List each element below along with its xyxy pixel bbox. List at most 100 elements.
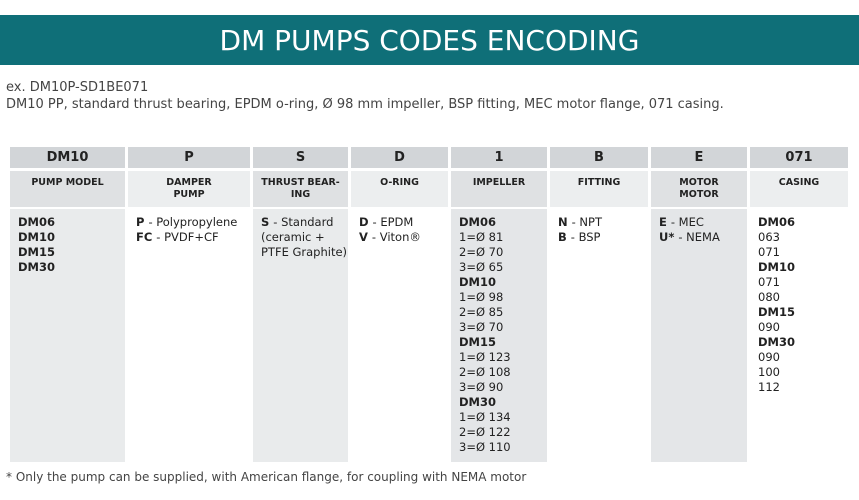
body-line: DM15 — [758, 305, 848, 320]
code-text: 090 — [758, 320, 780, 334]
body-line: 063 — [758, 230, 848, 245]
code-text: 2=Ø 122 — [459, 425, 511, 439]
body-line: D- EPDM — [359, 215, 448, 230]
code-key: P — [136, 215, 145, 229]
label-line: PUMP — [173, 189, 205, 200]
column-label: MOTOR MOTOR — [651, 171, 747, 207]
column-code: 071 — [750, 147, 848, 168]
body-line: 2=Ø 70 — [459, 245, 547, 260]
code-key: B — [558, 230, 567, 244]
code-text: - MEC — [670, 215, 704, 229]
column-label: DAMPER PUMP — [128, 171, 250, 207]
body-line: DM15 — [459, 335, 547, 350]
column-body: N- NPT B - BSP — [550, 209, 648, 462]
column-body: S- Standard (ceramic + PTFE Graphite) — [253, 209, 348, 462]
column-body: D- EPDM V - Viton® — [351, 209, 448, 462]
body-line: DM30 — [758, 335, 848, 350]
column-body: P- Polypropylene FC - PVDF+CF — [128, 209, 250, 462]
column-code: P — [128, 147, 250, 168]
column-body: DM06 DM10 DM15 DM30 — [10, 209, 125, 462]
code-text: - Standard — [273, 215, 334, 229]
code-key: DM15 — [758, 305, 795, 319]
code-text: 1=Ø 98 — [459, 290, 504, 304]
label-line: IMPELLER — [472, 177, 526, 188]
column-code: B — [550, 147, 648, 168]
code-text: 071 — [758, 275, 780, 289]
body-line: 090 — [758, 350, 848, 365]
body-line: DM10 — [459, 275, 547, 290]
title: DM PUMPS CODES ENCODING — [219, 24, 640, 57]
body-line: PTFE Graphite) — [261, 245, 348, 260]
code-text: 2=Ø 108 — [459, 365, 511, 379]
code-text: 100 — [758, 365, 780, 379]
body-line: U* - NEMA — [659, 230, 747, 245]
body-line: 1=Ø 123 — [459, 350, 547, 365]
label-line: ING — [290, 189, 311, 200]
label-line: FITTING — [577, 177, 621, 188]
code-key: DM30 — [758, 335, 795, 349]
code-key: DM15 — [459, 335, 496, 349]
body-line: DM30 — [18, 260, 125, 275]
body-line: 3=Ø 70 — [459, 320, 547, 335]
body-line: 3=Ø 65 — [459, 260, 547, 275]
label-line: MOTOR — [679, 189, 719, 200]
code-key: E — [659, 215, 667, 229]
label-line: THRUST BEAR- — [261, 177, 340, 188]
body-line: 2=Ø 85 — [459, 305, 547, 320]
body-line: DM06 — [758, 215, 848, 230]
code-text: 063 — [758, 230, 780, 244]
body-line: 3=Ø 90 — [459, 380, 547, 395]
body-line: DM10 — [758, 260, 848, 275]
body-line: DM10 — [18, 230, 125, 245]
example-description: DM10 PP, standard thrust bearing, EPDM o… — [6, 97, 724, 112]
column-label: O-RING — [351, 171, 448, 207]
code-key: DM30 — [459, 395, 496, 409]
code-text: 071 — [758, 245, 780, 259]
body-line: P- Polypropylene — [136, 215, 250, 230]
column-label: IMPELLER — [451, 171, 547, 207]
body-line: V- Viton® — [359, 230, 448, 245]
body-line: 080 — [758, 290, 848, 305]
code-key: DM30 — [18, 260, 55, 274]
example-code: ex. DM10P-SD1BE071 — [6, 80, 149, 95]
code-text: - NEMA — [678, 230, 720, 244]
column-label: PUMP MODEL — [10, 171, 125, 207]
body-line: DM15 — [18, 245, 125, 260]
body-line: 071 — [758, 245, 848, 260]
code-text: - Viton® — [371, 230, 421, 244]
code-text: 112 — [758, 380, 780, 394]
column-body: DM06 1=Ø 81 2=Ø 70 3=Ø 65 DM10 1=Ø 98 2=Ø 85 3=… — [451, 209, 547, 462]
body-line: DM06 — [18, 215, 125, 230]
column-label: CASING — [750, 171, 848, 207]
column-code: DM10 — [10, 147, 125, 168]
code-key: DM10 — [758, 260, 795, 274]
title-bar: DM PUMPS CODES ENCODING — [0, 15, 859, 65]
code-text: - BSP — [570, 230, 601, 244]
body-line: 071 — [758, 275, 848, 290]
body-line: DM06 — [459, 215, 547, 230]
body-line: 100 — [758, 365, 848, 380]
code-text: 1=Ø 81 — [459, 230, 504, 244]
body-line: E- MEC — [659, 215, 747, 230]
code-text: 2=Ø 70 — [459, 245, 504, 259]
code-key: DM06 — [758, 215, 795, 229]
code-text: - Polypropylene — [148, 215, 238, 229]
code-key: N — [558, 215, 568, 229]
column-code: D — [351, 147, 448, 168]
code-text: 1=Ø 134 — [459, 410, 511, 424]
code-text: (ceramic + — [261, 230, 325, 244]
code-key: FC — [136, 230, 153, 244]
code-key: V — [359, 230, 368, 244]
column-body: E- MEC U* - NEMA — [651, 209, 747, 462]
footnote: * Only the pump can be supplied, with Am… — [6, 470, 527, 484]
label-line: DAMPER — [166, 177, 212, 188]
code-text: 1=Ø 123 — [459, 350, 511, 364]
label-line: MOTOR — [679, 177, 719, 188]
label-line: CASING — [778, 177, 820, 188]
column-label: THRUST BEAR- ING — [253, 171, 348, 207]
body-line: 1=Ø 81 — [459, 230, 547, 245]
column-body: DM06 063 071 DM10 071 080 DM15 090 DM30 090 100 112 — [750, 209, 848, 462]
body-line: B- BSP — [558, 230, 648, 245]
body-line: (ceramic + — [261, 230, 348, 245]
code-text: - NPT — [571, 215, 602, 229]
